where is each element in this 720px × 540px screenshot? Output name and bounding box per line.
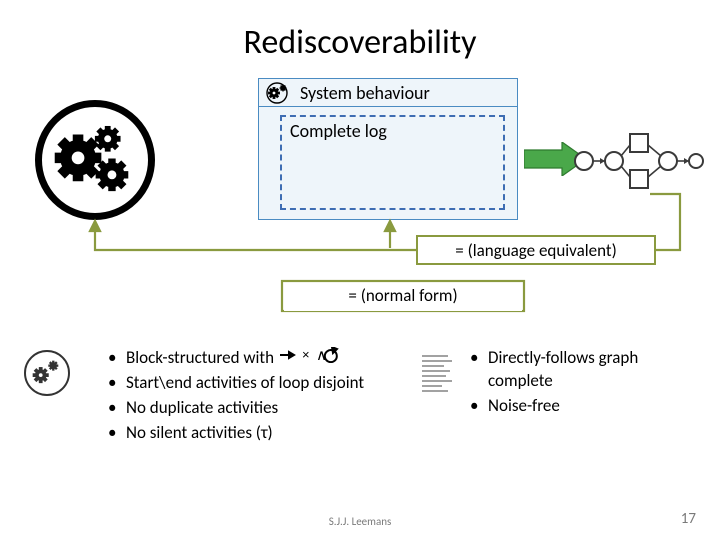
list-item: Noise-free	[470, 395, 700, 418]
list-item: Directly-follows graph complete	[470, 347, 700, 393]
connector-lines	[0, 0, 720, 540]
page-number: 17	[681, 510, 696, 528]
list-item: No silent activities (τ)	[108, 422, 390, 445]
system-behaviour-label: System behaviour	[300, 82, 430, 104]
small-system-icon	[24, 350, 70, 396]
list-item: Start\end activities of loop disjoint	[108, 372, 390, 395]
list-item: No duplicate activities	[108, 397, 390, 420]
operator-icons: × ∧	[278, 347, 358, 370]
normal-form-label: = (normal form)	[284, 283, 522, 311]
bullet-text: Directly-follows graph complete	[488, 347, 638, 391]
svg-text:×: ×	[302, 347, 310, 362]
complete-log-label: Complete log	[290, 120, 387, 142]
footer-author: S.J.J. Leemans	[0, 515, 720, 528]
bullet-text: Start\end activities of loop disjoint	[126, 372, 364, 393]
bullet-text: Noise-free	[488, 395, 560, 416]
bullet-text: Block-structured with	[126, 347, 274, 368]
bullet-text: No duplicate activities	[126, 397, 278, 418]
list-item: Block-structured with × ∧	[108, 347, 390, 370]
left-bullet-list: Block-structured with × ∧ Start\end acti…	[108, 347, 390, 447]
right-bullet-list: Directly-follows graph complete Noise-fr…	[470, 347, 700, 420]
bullet-text: No silent activities (τ)	[126, 422, 273, 443]
process-model-icon	[572, 130, 704, 192]
log-lines-icon	[418, 352, 458, 403]
small-gears-icon	[265, 82, 295, 104]
language-equivalent-label: = (language equivalent)	[416, 235, 656, 265]
